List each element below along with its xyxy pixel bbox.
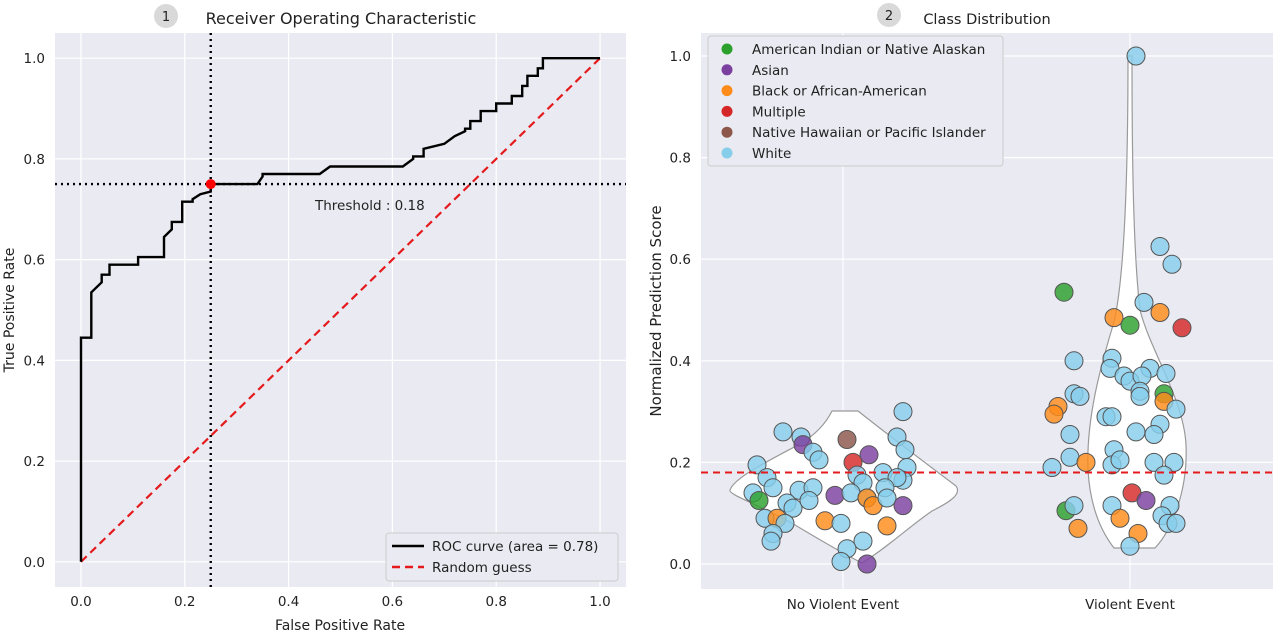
dist-tick-labels: 0.0 0.2 0.4 0.6 0.8 1.0 bbox=[670, 49, 691, 573]
dist-point-white bbox=[854, 532, 872, 550]
dist-point-white bbox=[832, 553, 850, 571]
dist-point-american-indian-or-native-alaskan bbox=[1055, 283, 1073, 301]
dist-point-white bbox=[842, 484, 860, 502]
dist-point-white bbox=[1145, 426, 1163, 444]
dist-point-white bbox=[1151, 238, 1169, 256]
dist-x-category-1: Violent Event bbox=[1085, 597, 1175, 613]
dist-y-tick-label: 1.0 bbox=[670, 49, 691, 65]
roc-y-tick-label: 0.4 bbox=[24, 353, 45, 369]
dist-legend-label: Native Hawaiian or Pacific Islander bbox=[752, 125, 986, 141]
dist-point-white bbox=[1061, 448, 1079, 466]
dist-point-black-or-african-american bbox=[1111, 509, 1129, 527]
dist-legend-label: Multiple bbox=[752, 104, 806, 120]
dist-point-asian bbox=[1137, 492, 1155, 510]
dist-point-multiple bbox=[1173, 319, 1191, 337]
roc-x-tick-label: 0.0 bbox=[70, 594, 91, 610]
dist-point-black-or-african-american bbox=[1069, 519, 1087, 537]
dist-point-white bbox=[1065, 352, 1083, 370]
dist-point-white bbox=[764, 479, 782, 497]
dist-point-white bbox=[1127, 47, 1145, 65]
roc-y-tick-label: 0.6 bbox=[24, 253, 45, 269]
roc-y-tick-label: 0.8 bbox=[24, 152, 45, 168]
dist-point-white bbox=[896, 441, 914, 459]
dist-y-tick-label: 0.2 bbox=[670, 455, 691, 471]
roc-x-tick-label: 1.0 bbox=[589, 594, 610, 610]
dist-point-american-indian-or-native-alaskan bbox=[750, 492, 768, 510]
roc-x-axis-label: False Positive Rate bbox=[275, 618, 405, 633]
roc-y-tick-label: 0.0 bbox=[24, 555, 45, 571]
dist-point-white bbox=[1071, 387, 1089, 405]
dist-point-white bbox=[810, 451, 828, 469]
dist-legend-marker bbox=[722, 127, 733, 138]
dist-point-black-or-african-american bbox=[1151, 304, 1169, 322]
dist-point-white bbox=[1135, 293, 1153, 311]
roc-threshold-annotation: Threshold : 0.18 bbox=[314, 198, 425, 214]
roc-legend: ROC curve (area = 0.78) Random guess bbox=[386, 533, 618, 581]
dist-x-category-0: No Violent Event bbox=[787, 597, 899, 613]
dist-badge-number: 2 bbox=[885, 9, 893, 24]
roc-y-tick-label: 0.2 bbox=[24, 454, 45, 470]
dist-point-white bbox=[774, 423, 792, 441]
roc-x-tick-label: 0.6 bbox=[382, 594, 403, 610]
dist-point-white bbox=[1157, 365, 1175, 383]
dist-point-black-or-african-american bbox=[816, 512, 834, 530]
dist-point-asian bbox=[826, 486, 844, 504]
dist-point-white bbox=[800, 492, 818, 510]
dist-point-white bbox=[1065, 497, 1083, 515]
dist-legend-label: Asian bbox=[752, 63, 789, 79]
roc-y-axis-label: True Positive Rate bbox=[2, 248, 18, 374]
dist-legend-label: Black or African-American bbox=[752, 84, 927, 100]
dist-y-tick-label: 0.4 bbox=[670, 354, 691, 370]
dist-legend-marker bbox=[722, 44, 733, 55]
roc-legend-label-roc: ROC curve (area = 0.78) bbox=[432, 539, 598, 555]
dist-point-white bbox=[1131, 387, 1149, 405]
dist-legend-marker bbox=[722, 106, 733, 117]
roc-chart-title: Receiver Operating Characteristic bbox=[206, 9, 477, 28]
dist-point-black-or-african-american bbox=[878, 517, 896, 535]
dist-point-white bbox=[1121, 537, 1139, 555]
dist-legend-label: White bbox=[752, 146, 791, 162]
dist-chart-title: Class Distribution bbox=[923, 12, 1050, 28]
roc-badge-number: 1 bbox=[162, 10, 170, 25]
roc-chart-panel: 1 Receiver Operating Characteristic 0.0 0… bbox=[2, 4, 626, 633]
dist-point-native-hawaiian-or-pacific-islander bbox=[838, 431, 856, 449]
dist-point-black-or-african-american bbox=[1077, 453, 1095, 471]
dist-point-white bbox=[1043, 459, 1061, 477]
dist-point-american-indian-or-native-alaskan bbox=[1121, 316, 1139, 334]
roc-legend-label-random: Random guess bbox=[432, 560, 532, 576]
dist-point-white bbox=[878, 489, 896, 507]
figure: 1 Receiver Operating Characteristic 0.0 0… bbox=[0, 0, 1280, 633]
distribution-chart-panel: 2 Class Distribution 0.00.20.40.60.81.0 … bbox=[647, 3, 1273, 613]
roc-operating-point bbox=[206, 179, 216, 189]
dist-point-white bbox=[1167, 400, 1185, 418]
dist-point-white bbox=[1127, 423, 1145, 441]
dist-point-white bbox=[894, 403, 912, 421]
dist-point-asian bbox=[858, 555, 876, 573]
dist-legend-marker bbox=[722, 148, 733, 159]
dist-legend-marker bbox=[722, 64, 733, 75]
dist-y-tick-label: 0.8 bbox=[670, 151, 691, 167]
dist-legend: American Indian or Native Alaskan Asian Bl… bbox=[708, 36, 1003, 166]
dist-y-tick-label: 0.0 bbox=[670, 557, 691, 573]
dist-point-white bbox=[762, 532, 780, 550]
dist-point-white bbox=[1155, 466, 1173, 484]
dist-y-axis-label: Normalized Prediction Score bbox=[647, 205, 665, 416]
dist-point-white bbox=[1061, 426, 1079, 444]
dist-point-white bbox=[1111, 451, 1129, 469]
roc-x-tick-label: 0.8 bbox=[485, 594, 506, 610]
roc-y-tick-label: 1.0 bbox=[24, 51, 45, 67]
dist-point-asian bbox=[860, 446, 878, 464]
dist-point-white bbox=[1167, 514, 1185, 532]
dist-y-tick-label: 0.6 bbox=[670, 252, 691, 268]
dist-point-white bbox=[832, 514, 850, 532]
roc-x-tick-label: 0.4 bbox=[278, 594, 299, 610]
dist-point-black-or-african-american bbox=[1045, 405, 1063, 423]
dist-legend-label: American Indian or Native Alaskan bbox=[752, 42, 985, 58]
dist-point-white bbox=[1163, 255, 1181, 273]
dist-point-white bbox=[1103, 408, 1121, 426]
roc-x-tick-label: 0.2 bbox=[174, 594, 195, 610]
dist-legend-marker bbox=[722, 85, 733, 96]
dist-point-asian bbox=[894, 497, 912, 515]
dist-point-black-or-african-american bbox=[1105, 309, 1123, 327]
